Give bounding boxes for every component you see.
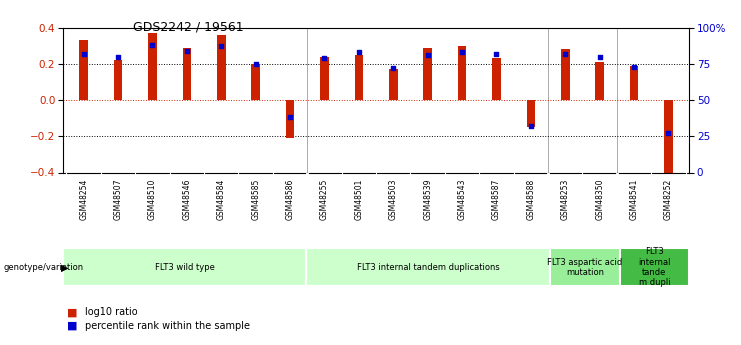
Text: GSM48543: GSM48543: [457, 179, 467, 220]
Text: FLT3 aspartic acid
mutation: FLT3 aspartic acid mutation: [547, 258, 622, 277]
Point: [353, 49, 365, 55]
Text: log10 ratio: log10 ratio: [85, 307, 138, 317]
Text: GSM48254: GSM48254: [79, 179, 88, 220]
Point: [388, 66, 399, 71]
Text: GSM48546: GSM48546: [182, 179, 191, 220]
Text: GSM48539: GSM48539: [423, 179, 432, 220]
Text: genotype/variation: genotype/variation: [4, 263, 84, 272]
Text: GSM48584: GSM48584: [216, 179, 226, 220]
Text: GSM48350: GSM48350: [595, 179, 604, 220]
Point: [628, 64, 640, 69]
Point: [112, 54, 124, 59]
Text: ■: ■: [67, 307, 77, 317]
Bar: [389, 69, 398, 100]
Point: [594, 54, 605, 59]
Bar: [113, 60, 122, 100]
Text: GSM48541: GSM48541: [630, 179, 639, 220]
Text: FLT3
internal
tande
m dupli: FLT3 internal tande m dupli: [638, 247, 671, 287]
Point: [284, 115, 296, 120]
Text: GSM48510: GSM48510: [148, 179, 157, 220]
Text: GSM48503: GSM48503: [389, 179, 398, 220]
Bar: [458, 46, 466, 100]
Text: GSM48507: GSM48507: [113, 179, 122, 220]
Bar: [182, 48, 191, 100]
Text: GSM48252: GSM48252: [664, 179, 673, 220]
Point: [559, 51, 571, 57]
Bar: [307, 248, 550, 286]
Bar: [561, 49, 570, 100]
Text: ■: ■: [67, 321, 77, 331]
Point: [78, 51, 90, 57]
Bar: [550, 248, 619, 286]
Bar: [527, 100, 535, 127]
Bar: [286, 100, 294, 138]
Text: GSM48253: GSM48253: [561, 179, 570, 220]
Bar: [595, 62, 604, 100]
Text: GSM48588: GSM48588: [526, 179, 536, 220]
Text: FLT3 internal tandem duplications: FLT3 internal tandem duplications: [357, 263, 499, 272]
Bar: [251, 64, 260, 100]
Bar: [148, 33, 157, 100]
Bar: [664, 100, 673, 172]
Bar: [423, 48, 432, 100]
Text: GSM48587: GSM48587: [492, 179, 501, 220]
Bar: [79, 40, 88, 100]
Text: ▶: ▶: [61, 263, 68, 272]
Point: [181, 48, 193, 53]
Text: percentile rank within the sample: percentile rank within the sample: [85, 321, 250, 331]
Point: [250, 61, 262, 67]
Bar: [354, 55, 363, 100]
Point: [147, 42, 159, 48]
Text: GDS2242 / 19561: GDS2242 / 19561: [133, 21, 244, 34]
Bar: [63, 248, 307, 286]
Point: [662, 131, 674, 136]
Bar: [320, 57, 329, 100]
Bar: [630, 66, 639, 100]
Point: [422, 52, 433, 58]
Point: [456, 49, 468, 55]
Text: GSM48255: GSM48255: [320, 179, 329, 220]
Text: FLT3 wild type: FLT3 wild type: [155, 263, 215, 272]
Point: [491, 51, 502, 57]
Text: GSM48585: GSM48585: [251, 179, 260, 220]
Text: GSM48501: GSM48501: [354, 179, 363, 220]
Text: GSM48586: GSM48586: [285, 179, 295, 220]
Point: [216, 44, 227, 49]
Point: [319, 55, 330, 61]
Bar: [217, 35, 225, 100]
Bar: [619, 248, 689, 286]
Point: [525, 124, 536, 129]
Bar: [492, 58, 501, 100]
